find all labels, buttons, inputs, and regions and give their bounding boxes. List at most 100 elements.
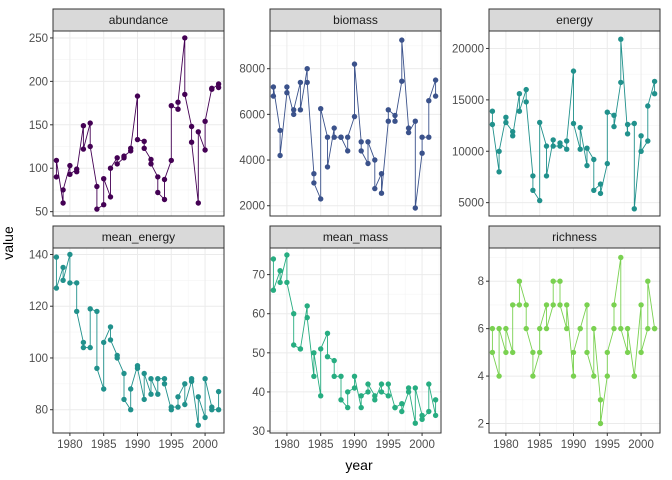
- data-point: [503, 114, 509, 121]
- data-point: [87, 120, 93, 126]
- panel-background: [489, 248, 660, 433]
- x-tick-label: 1990: [125, 439, 151, 451]
- data-point: [182, 401, 188, 408]
- data-point: [304, 314, 310, 321]
- data-point: [385, 118, 391, 124]
- data-point: [202, 414, 208, 421]
- data-point: [331, 125, 337, 131]
- data-point: [60, 264, 66, 271]
- facet-strip-label: mean_mass: [323, 230, 388, 244]
- data-point: [631, 206, 637, 212]
- data-point: [128, 386, 134, 392]
- data-point: [564, 325, 570, 332]
- panel-background: [53, 31, 224, 216]
- data-point: [53, 254, 60, 260]
- data-point: [372, 393, 378, 399]
- data-point: [570, 373, 577, 379]
- data-point: [611, 112, 617, 119]
- data-point: [175, 404, 181, 410]
- data-point: [101, 202, 107, 208]
- data-point: [209, 407, 215, 413]
- data-point: [412, 420, 418, 426]
- data-point: [530, 173, 536, 179]
- data-point: [270, 93, 277, 99]
- data-point: [168, 157, 174, 164]
- data-point: [584, 349, 590, 356]
- data-point: [385, 393, 391, 399]
- facet-strip-label: mean_energy: [102, 230, 175, 244]
- data-point: [419, 416, 425, 422]
- data-point: [591, 187, 597, 193]
- data-point: [324, 134, 331, 140]
- data-point: [277, 152, 283, 159]
- data-point: [419, 134, 425, 140]
- data-point: [80, 344, 87, 351]
- data-point: [188, 139, 195, 145]
- data-point: [510, 129, 516, 135]
- y-tick-label: 15000: [452, 95, 484, 107]
- data-point: [318, 346, 324, 352]
- data-point: [496, 373, 502, 379]
- y-tick-label: 200: [29, 76, 48, 88]
- data-point: [291, 342, 297, 348]
- data-point: [134, 365, 141, 371]
- data-point: [365, 139, 371, 145]
- data-point: [209, 86, 215, 92]
- data-point: [80, 123, 87, 129]
- data-point: [604, 160, 610, 167]
- data-point: [277, 279, 283, 286]
- data-point: [412, 385, 418, 391]
- y-tick-label: 4000: [239, 155, 265, 167]
- y-tick-label: 4: [478, 371, 485, 383]
- data-point: [550, 137, 556, 143]
- data-point: [195, 200, 201, 206]
- data-point: [311, 350, 317, 356]
- data-point: [148, 156, 154, 163]
- data-point: [399, 401, 405, 407]
- data-point: [645, 278, 651, 284]
- data-point: [182, 91, 188, 98]
- data-point: [94, 365, 100, 371]
- data-point: [148, 391, 154, 397]
- data-point: [107, 324, 114, 330]
- panel-border: [52, 247, 225, 434]
- data-point: [161, 376, 168, 382]
- y-tick-label: 20000: [452, 43, 484, 55]
- panel-border: [488, 247, 661, 434]
- data-point: [426, 408, 432, 415]
- data-point: [297, 79, 304, 86]
- data-point: [324, 330, 331, 336]
- x-axis-title: year: [345, 457, 373, 473]
- data-point: [645, 103, 651, 109]
- data-point: [215, 407, 222, 413]
- data-point: [182, 381, 188, 387]
- data-point: [432, 397, 439, 403]
- data-point: [331, 134, 337, 140]
- data-point: [638, 302, 644, 308]
- data-point: [141, 145, 147, 151]
- panel-border: [52, 30, 225, 217]
- data-point: [121, 153, 127, 159]
- data-point: [134, 93, 141, 99]
- data-point: [182, 35, 188, 41]
- data-point: [270, 256, 277, 262]
- facet-strip-label: energy: [556, 13, 593, 27]
- data-point: [516, 91, 523, 97]
- data-point: [331, 373, 337, 379]
- data-point: [277, 127, 283, 134]
- data-point: [215, 388, 222, 395]
- data-point: [318, 196, 324, 202]
- data-point: [645, 138, 651, 144]
- y-tick-label: 50: [252, 348, 265, 360]
- data-point: [412, 205, 418, 211]
- data-point: [510, 133, 516, 139]
- data-point: [202, 147, 208, 153]
- data-point: [87, 344, 93, 351]
- data-point: [148, 161, 154, 167]
- y-tick-label: 30: [252, 426, 265, 438]
- data-point: [624, 121, 631, 128]
- x-tick-label: 1985: [91, 439, 117, 451]
- data-point: [101, 386, 107, 392]
- facet-biomass: biomass 2000 4000 6000 8000: [239, 8, 442, 217]
- data-point: [543, 302, 550, 308]
